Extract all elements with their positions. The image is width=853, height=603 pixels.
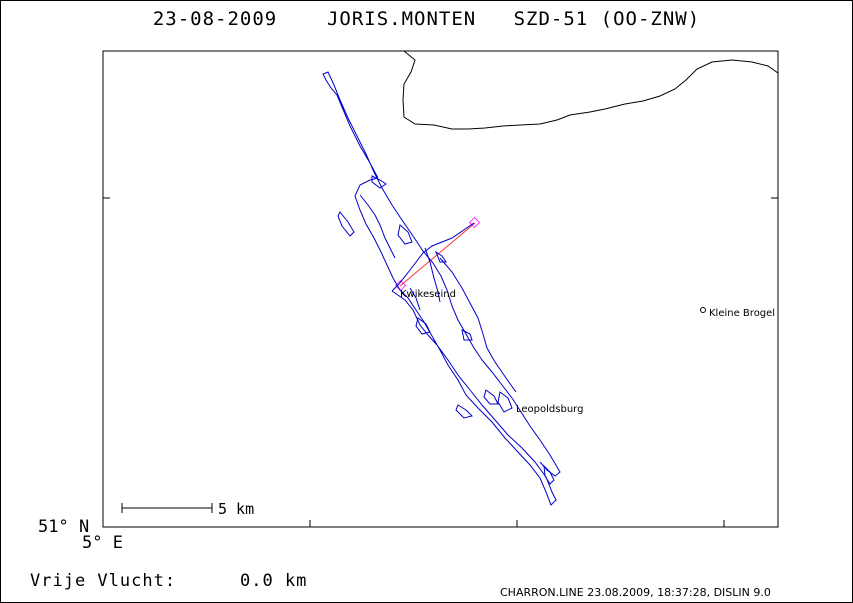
place-kleine-brogel: Kleine Brogel	[709, 308, 776, 319]
axis-ticks	[103, 197, 778, 527]
scale-label: 5 km	[218, 500, 255, 518]
pilot-name: JORIS.MONTEN	[326, 8, 477, 30]
place-kwikeseind: Kwikeseind	[400, 289, 456, 300]
flight-date: 23-08-2009	[152, 8, 278, 30]
flight-track	[322, 71, 561, 506]
footer-info: CHARRON.LINE 23.08.2009, 18:37:28, DISLI…	[500, 586, 771, 599]
start-marker	[394, 279, 407, 292]
flight-header: 23-08-2009 JORIS.MONTEN SZD-51 (OO-ZNW)	[0, 8, 853, 30]
place-leopoldsburg: Leopoldsburg	[516, 404, 584, 415]
free-flight-value: 0.0 km	[240, 571, 308, 591]
longitude-label: 5° E	[82, 533, 123, 553]
map-border	[102, 50, 779, 528]
kleine-brogel-marker	[700, 307, 706, 313]
country-border	[402, 50, 779, 130]
scale-bar	[121, 503, 213, 513]
latitude-label: 51° N	[38, 517, 90, 537]
glider-id: SZD-51 (OO-ZNW)	[513, 8, 701, 30]
turnpoint-marker	[468, 216, 481, 229]
free-flight-label: Vrije Vlucht:	[30, 571, 177, 591]
